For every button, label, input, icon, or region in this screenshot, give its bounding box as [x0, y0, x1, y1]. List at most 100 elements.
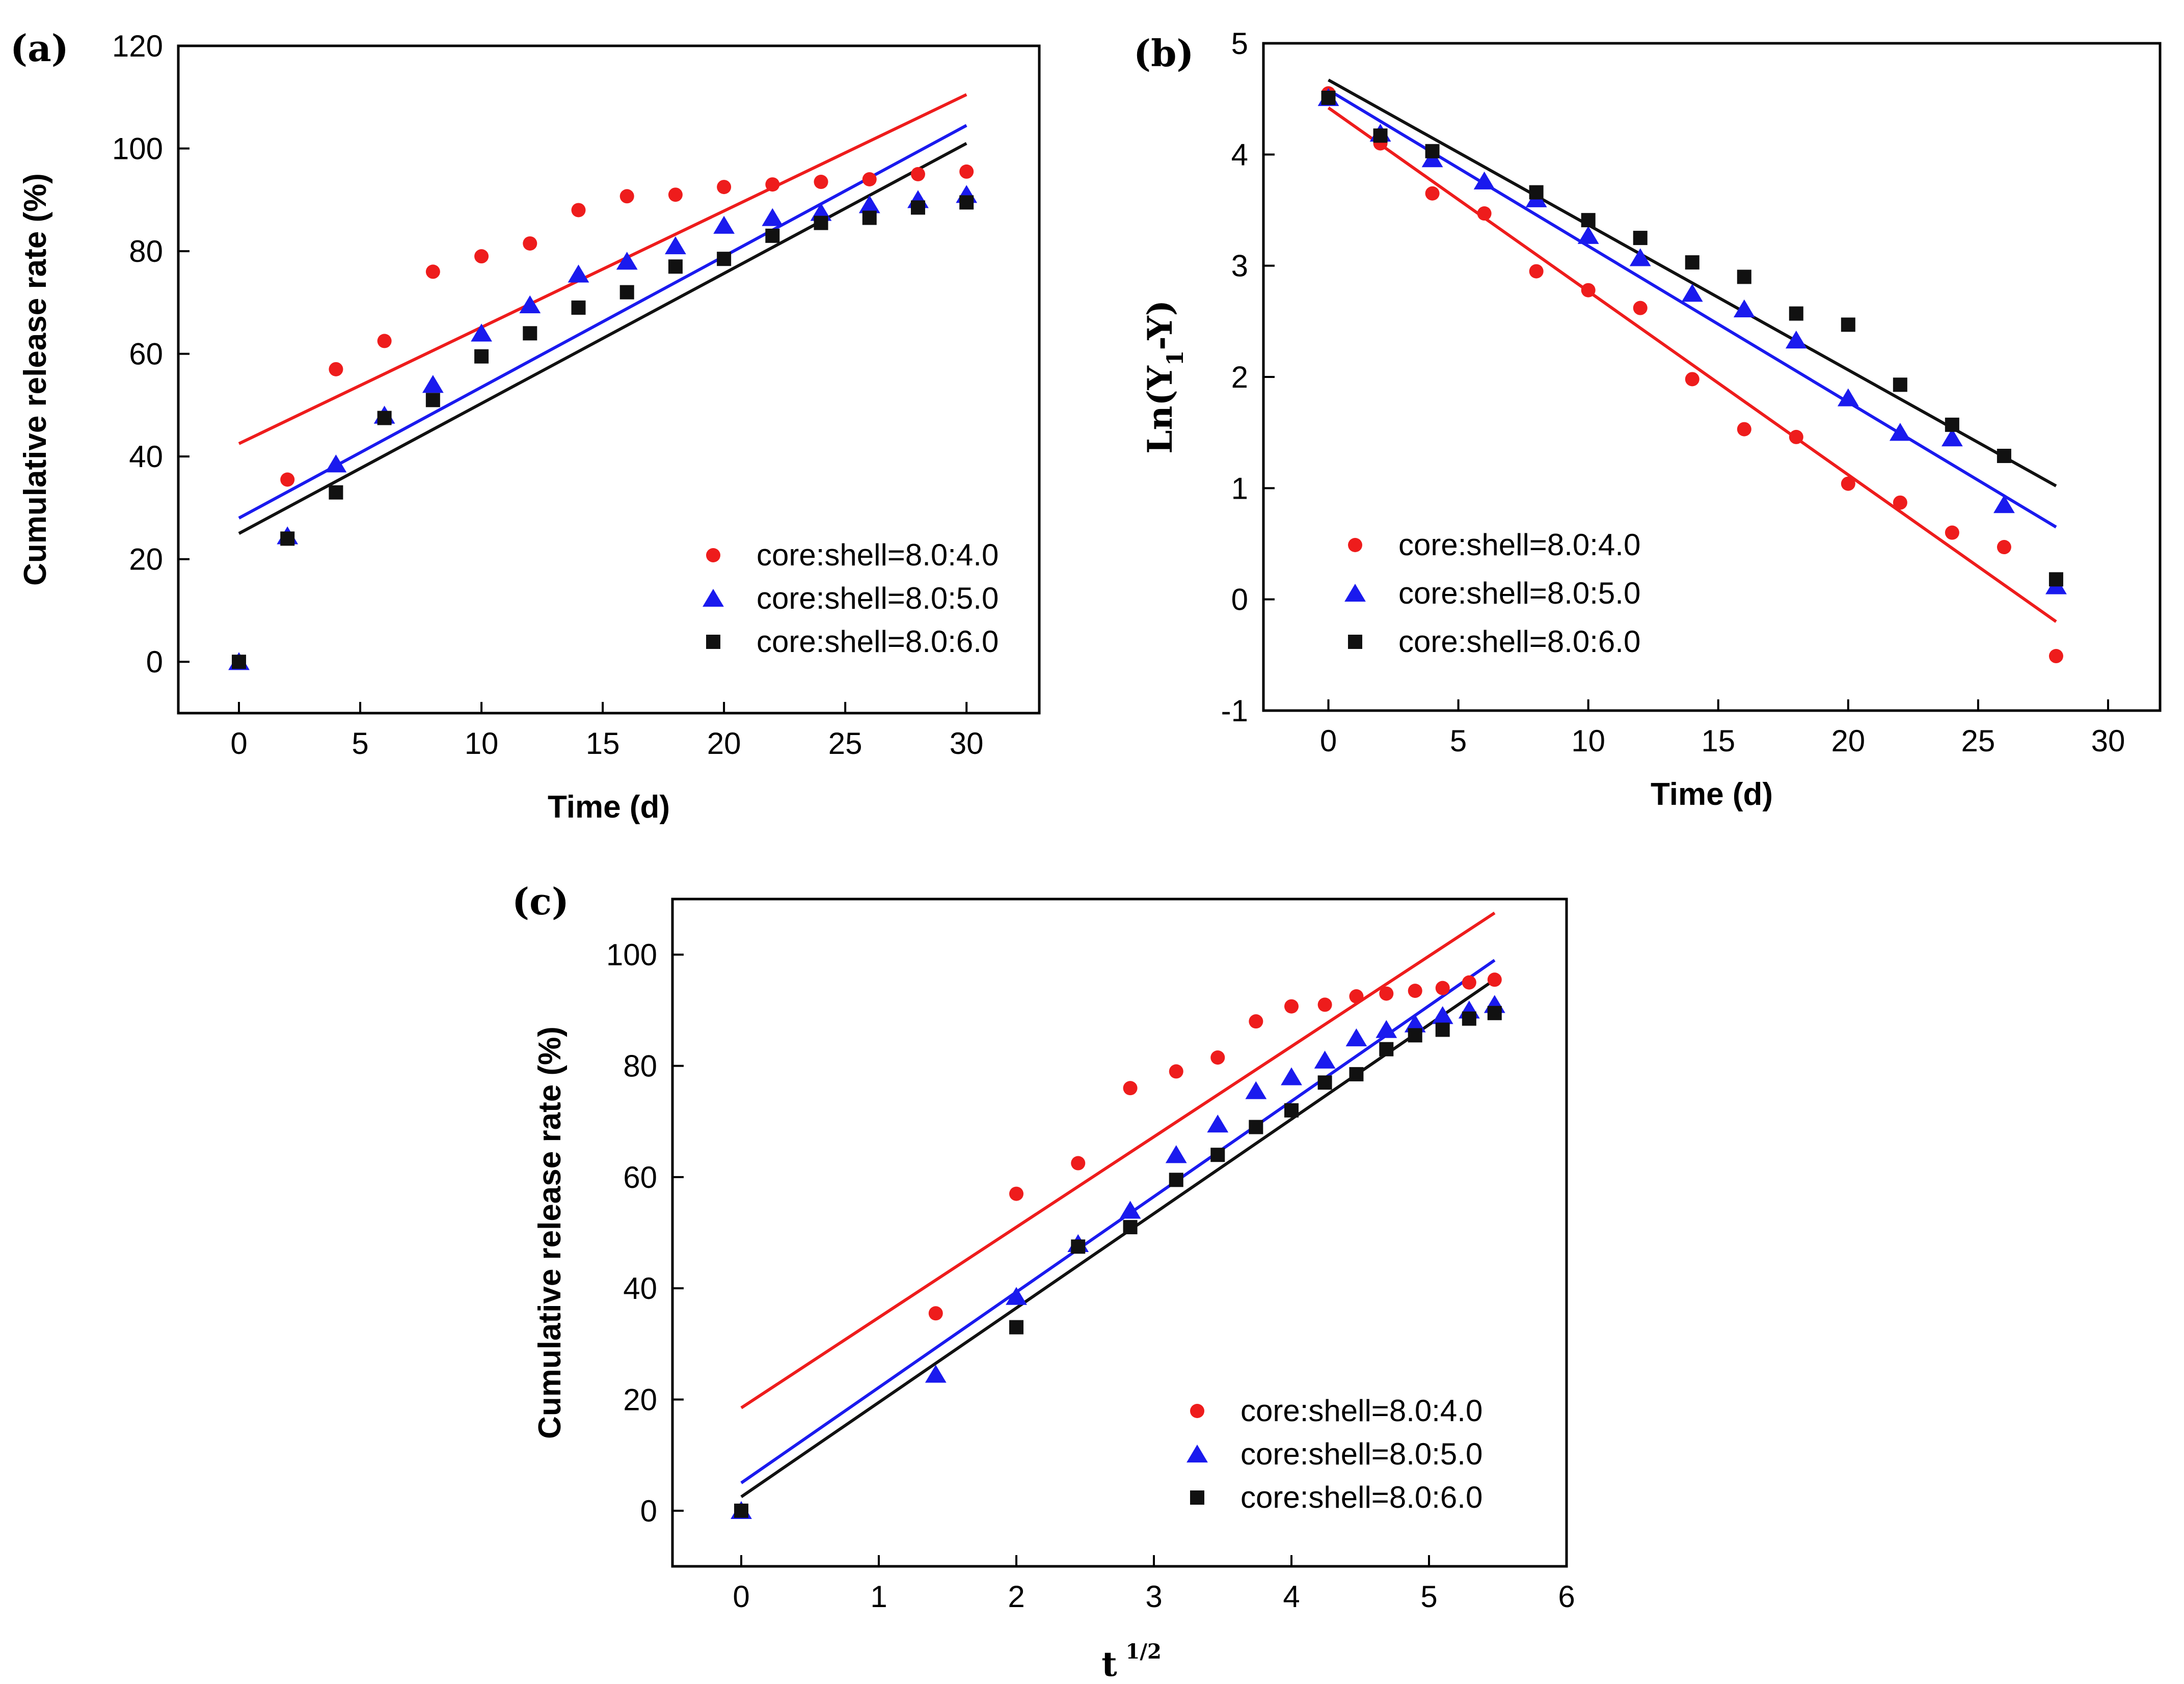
data-point-series-1 — [668, 187, 683, 202]
data-point-series-2 — [1993, 495, 2015, 513]
y-axis-title: Cumulative release rate (%) — [532, 1026, 568, 1439]
data-point-series-2 — [1432, 1006, 1453, 1024]
data-point-series-2 — [762, 208, 784, 226]
x-tick-label: 5 — [1450, 724, 1467, 758]
data-point-series-1 — [765, 177, 780, 192]
data-point-series-1 — [1317, 997, 1332, 1012]
data-point-series-3 — [1408, 1028, 1422, 1043]
data-point-series-2 — [1837, 388, 1859, 406]
data-point-series-3 — [734, 1503, 748, 1518]
data-point-series-2 — [616, 252, 638, 270]
data-point-series-1 — [1945, 525, 1959, 540]
legend-label-series-3: core:shell=8.0:6.0 — [1398, 624, 1640, 659]
data-point-series-3 — [1435, 1022, 1450, 1037]
data-point-series-2 — [1941, 428, 1963, 447]
fit-line-series-3 — [1328, 78, 2057, 487]
legend-label-series-1: core:shell=8.0:4.0 — [757, 538, 999, 572]
data-point-series-1 — [1071, 1156, 1086, 1171]
data-point-series-1 — [1529, 264, 1544, 279]
data-point-series-2 — [1404, 1014, 1426, 1033]
data-point-series-2 — [1165, 1145, 1187, 1163]
plot-data — [1317, 78, 2067, 664]
legend-marker-series-1 — [1348, 538, 1362, 552]
panel-label: (a) — [10, 26, 69, 70]
y-tick-label: 0 — [146, 645, 163, 679]
data-point-series-2 — [1577, 226, 1599, 244]
data-point-series-3 — [959, 195, 974, 210]
legend-label-series-2: core:shell=8.0:5.0 — [1241, 1437, 1482, 1471]
data-point-series-3 — [1009, 1320, 1023, 1335]
data-point-series-1 — [1789, 429, 1803, 444]
y-tick-label: 100 — [112, 132, 163, 166]
y-tick-label: 1 — [1231, 471, 1248, 505]
data-point-series-1 — [1462, 975, 1476, 990]
data-point-series-3 — [814, 215, 828, 230]
data-point-series-3 — [1284, 1103, 1299, 1118]
data-point-series-2 — [665, 236, 686, 255]
panel-label: (c) — [512, 880, 569, 923]
legend-label-series-3: core:shell=8.0:6.0 — [1241, 1480, 1482, 1514]
data-point-series-2 — [713, 215, 735, 234]
x-axis-title-superscript: 1/2 — [1126, 1640, 1162, 1664]
data-point-series-3 — [1789, 306, 1803, 321]
x-tick-label: 20 — [1831, 724, 1865, 758]
data-point-series-2 — [1733, 299, 1755, 317]
fit-line-series-3 — [238, 142, 967, 535]
data-point-series-2 — [925, 1365, 947, 1383]
data-point-series-3 — [1425, 144, 1440, 158]
y-tick-label: 2 — [1231, 360, 1248, 394]
fit-line-series-1 — [1327, 106, 2057, 623]
data-point-series-3 — [1071, 1239, 1086, 1254]
legend-marker-series-3 — [1190, 1490, 1204, 1505]
data-point-series-1 — [377, 334, 392, 348]
fit-line-series-2 — [238, 124, 967, 520]
data-point-series-3 — [765, 228, 780, 243]
legend: core:shell=8.0:4.0 core:shell=8.0:5.0 core… — [1344, 528, 1640, 659]
data-point-series-3 — [1373, 128, 1388, 143]
data-point-series-3 — [717, 252, 732, 266]
plot-data — [731, 911, 1505, 1519]
data-point-series-3 — [2048, 572, 2063, 587]
data-point-series-1 — [329, 362, 343, 376]
x-tick-label: 3 — [1145, 1580, 1162, 1614]
data-point-series-1 — [1284, 999, 1299, 1014]
x-axis-title: Time (d) — [548, 790, 670, 825]
legend-marker-series-1 — [1190, 1404, 1204, 1418]
y-tick-label: 0 — [640, 1494, 657, 1528]
data-point-series-2 — [1245, 1081, 1267, 1099]
legend-marker-series-1 — [706, 548, 720, 562]
y-tick-label: 60 — [129, 337, 163, 371]
data-point-series-1 — [1169, 1064, 1183, 1079]
y-tick-label: 5 — [1231, 26, 1248, 61]
legend-label-series-1: core:shell=8.0:4.0 — [1241, 1394, 1482, 1428]
data-point-series-1 — [1349, 989, 1364, 1004]
x-tick-label: 0 — [733, 1580, 749, 1614]
y-axis-title-end: -Y) — [1140, 300, 1180, 350]
plot-frame — [177, 44, 1041, 715]
data-point-series-3 — [1633, 231, 1648, 246]
data-point-series-3 — [1841, 317, 1855, 332]
y-tick-label: 80 — [129, 234, 163, 268]
y-tick-label: 40 — [623, 1271, 657, 1306]
data-point-series-2 — [1281, 1067, 1302, 1085]
data-point-series-3 — [1317, 1075, 1332, 1090]
y-tick-label: 100 — [606, 938, 657, 972]
data-point-series-1 — [1435, 981, 1450, 995]
y-axis-title: Cumulative release rate (%) — [18, 173, 53, 586]
y-tick-label: 20 — [129, 542, 163, 577]
x-tick-label: 10 — [465, 726, 499, 760]
data-point-series-2 — [1119, 1201, 1141, 1219]
fit-line-series-2 — [740, 959, 1496, 1484]
data-point-series-1 — [2048, 649, 2063, 664]
data-point-series-1 — [1685, 372, 1700, 387]
x-tick-label: 15 — [1701, 724, 1735, 758]
data-point-series-3 — [1529, 185, 1544, 200]
legend: core:shell=8.0:4.0 core:shell=8.0:5.0 core… — [1187, 1394, 1482, 1514]
x-tick-label: 1 — [870, 1580, 887, 1614]
y-axis-title: Ln(Y1-Y) — [1140, 300, 1189, 454]
x-tick-label: 25 — [828, 726, 862, 760]
